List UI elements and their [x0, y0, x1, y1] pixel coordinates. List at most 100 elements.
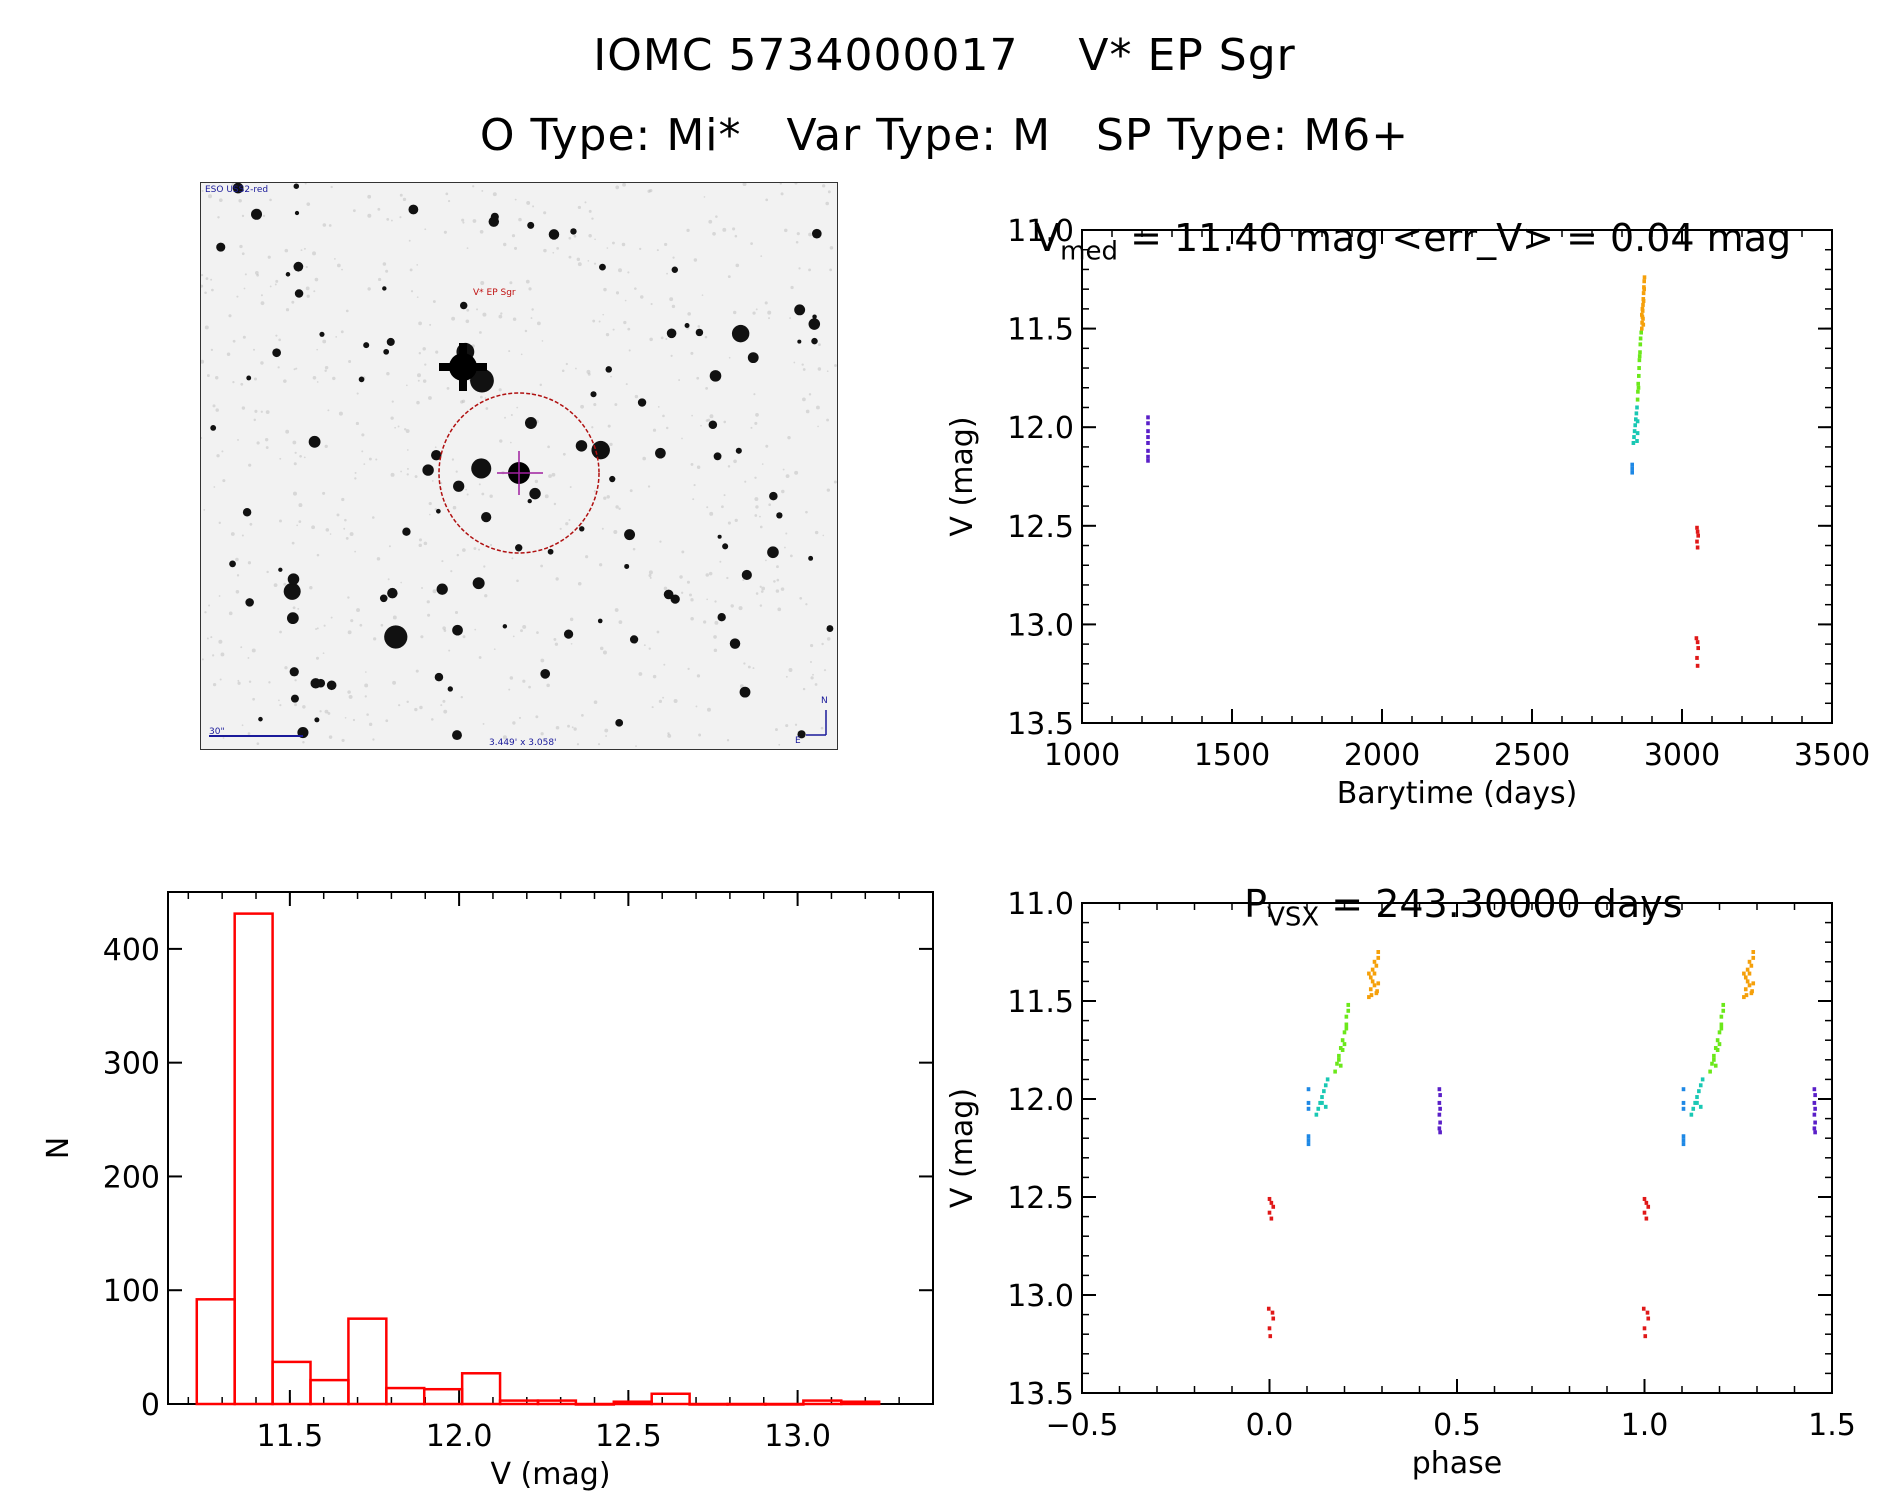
- background-speck: [755, 592, 759, 595]
- background-speck: [392, 615, 397, 620]
- background-speck: [344, 716, 347, 719]
- histogram-ytick-label: 0: [141, 1388, 160, 1423]
- background-speck: [565, 522, 569, 526]
- background-speck: [279, 519, 282, 523]
- background-speck: [313, 290, 316, 293]
- background-speck: [808, 393, 812, 396]
- lightcurve-point: [1695, 545, 1700, 550]
- star: [502, 624, 508, 629]
- background-speck: [802, 397, 806, 402]
- background-speck: [648, 574, 652, 577]
- background-speck: [371, 516, 375, 519]
- background-speck: [687, 312, 691, 316]
- background-speck: [782, 468, 785, 471]
- background-speck: [765, 198, 769, 202]
- background-speck: [249, 522, 253, 526]
- background-speck: [551, 472, 556, 477]
- background-speck: [291, 300, 295, 304]
- background-speck: [367, 287, 371, 291]
- background-speck: [678, 379, 681, 382]
- star: [731, 324, 750, 343]
- background-speck: [706, 506, 709, 509]
- background-speck: [293, 368, 296, 371]
- background-speck: [432, 300, 436, 303]
- background-speck: [421, 587, 423, 589]
- background-speck: [799, 596, 803, 600]
- background-speck: [602, 313, 605, 316]
- star: [242, 507, 252, 517]
- background-speck: [340, 330, 344, 334]
- background-speck: [442, 699, 446, 703]
- background-speck: [415, 669, 419, 673]
- background-speck: [625, 383, 628, 386]
- background-speck: [627, 271, 630, 274]
- lightcurve-ytick-label: 11.5: [1007, 313, 1074, 348]
- background-speck: [354, 477, 357, 480]
- background-speck: [768, 503, 771, 507]
- background-speck: [481, 189, 484, 192]
- star: [739, 686, 751, 698]
- background-speck: [300, 249, 303, 252]
- histogram-xtick-label: 12.0: [426, 1419, 493, 1454]
- background-speck: [386, 372, 390, 376]
- background-speck: [241, 214, 245, 218]
- star: [258, 716, 263, 722]
- background-speck: [622, 183, 626, 187]
- phase-point: [1437, 1126, 1442, 1131]
- lightcurve-point: [1146, 458, 1150, 463]
- background-speck: [291, 541, 295, 545]
- background-speck: [451, 316, 456, 321]
- background-speck: [750, 242, 753, 245]
- phase-point: [1813, 1130, 1817, 1135]
- background-speck: [482, 312, 487, 317]
- background-speck: [790, 554, 793, 558]
- phase-point: [1695, 1100, 1699, 1105]
- lightcurve-xtick-label: 3500: [1794, 738, 1870, 773]
- phase-point: [1812, 1112, 1817, 1117]
- lightcurve-point: [1638, 350, 1642, 355]
- background-speck: [742, 183, 747, 187]
- background-speck: [798, 267, 801, 270]
- lightcurve-point: [1638, 342, 1643, 347]
- background-speck: [386, 218, 390, 221]
- star: [386, 337, 395, 346]
- star: [811, 337, 818, 345]
- phase-point: [1271, 1316, 1276, 1321]
- background-speck: [388, 545, 391, 548]
- lightcurve-point: [1695, 529, 1700, 534]
- histogram-bar: [498, 1399, 540, 1406]
- background-speck: [277, 366, 280, 369]
- background-speck: [483, 565, 486, 568]
- star: [434, 672, 444, 682]
- phase-point: [1340, 1038, 1345, 1043]
- star: [808, 555, 814, 561]
- lightcurve-ytick-label: 11.0: [1007, 214, 1074, 249]
- background-speck: [723, 420, 727, 424]
- background-speck: [561, 369, 565, 373]
- background-speck: [526, 200, 531, 205]
- background-speck: [754, 476, 757, 479]
- background-speck: [338, 411, 343, 416]
- background-speck: [390, 472, 395, 477]
- background-speck: [445, 192, 449, 196]
- background-speck: [784, 228, 788, 233]
- lightcurve-point: [1146, 429, 1150, 434]
- background-speck: [638, 672, 643, 676]
- lightcurve-point: [1631, 440, 1636, 445]
- fov-label: 3.449' x 3.058': [489, 738, 557, 748]
- star: [812, 314, 817, 319]
- background-speck: [670, 354, 673, 357]
- background-speck: [509, 676, 514, 680]
- background-speck: [785, 474, 790, 479]
- background-speck: [733, 459, 737, 464]
- background-speck: [652, 674, 657, 679]
- phase-point: [1742, 971, 1746, 976]
- histogram-bar: [574, 1402, 616, 1406]
- phase-point: [1438, 1130, 1442, 1135]
- background-speck: [247, 657, 250, 659]
- star: [287, 573, 300, 585]
- background-speck: [540, 564, 543, 568]
- background-speck: [385, 269, 389, 273]
- star: [637, 398, 647, 407]
- phase-point: [1374, 963, 1379, 968]
